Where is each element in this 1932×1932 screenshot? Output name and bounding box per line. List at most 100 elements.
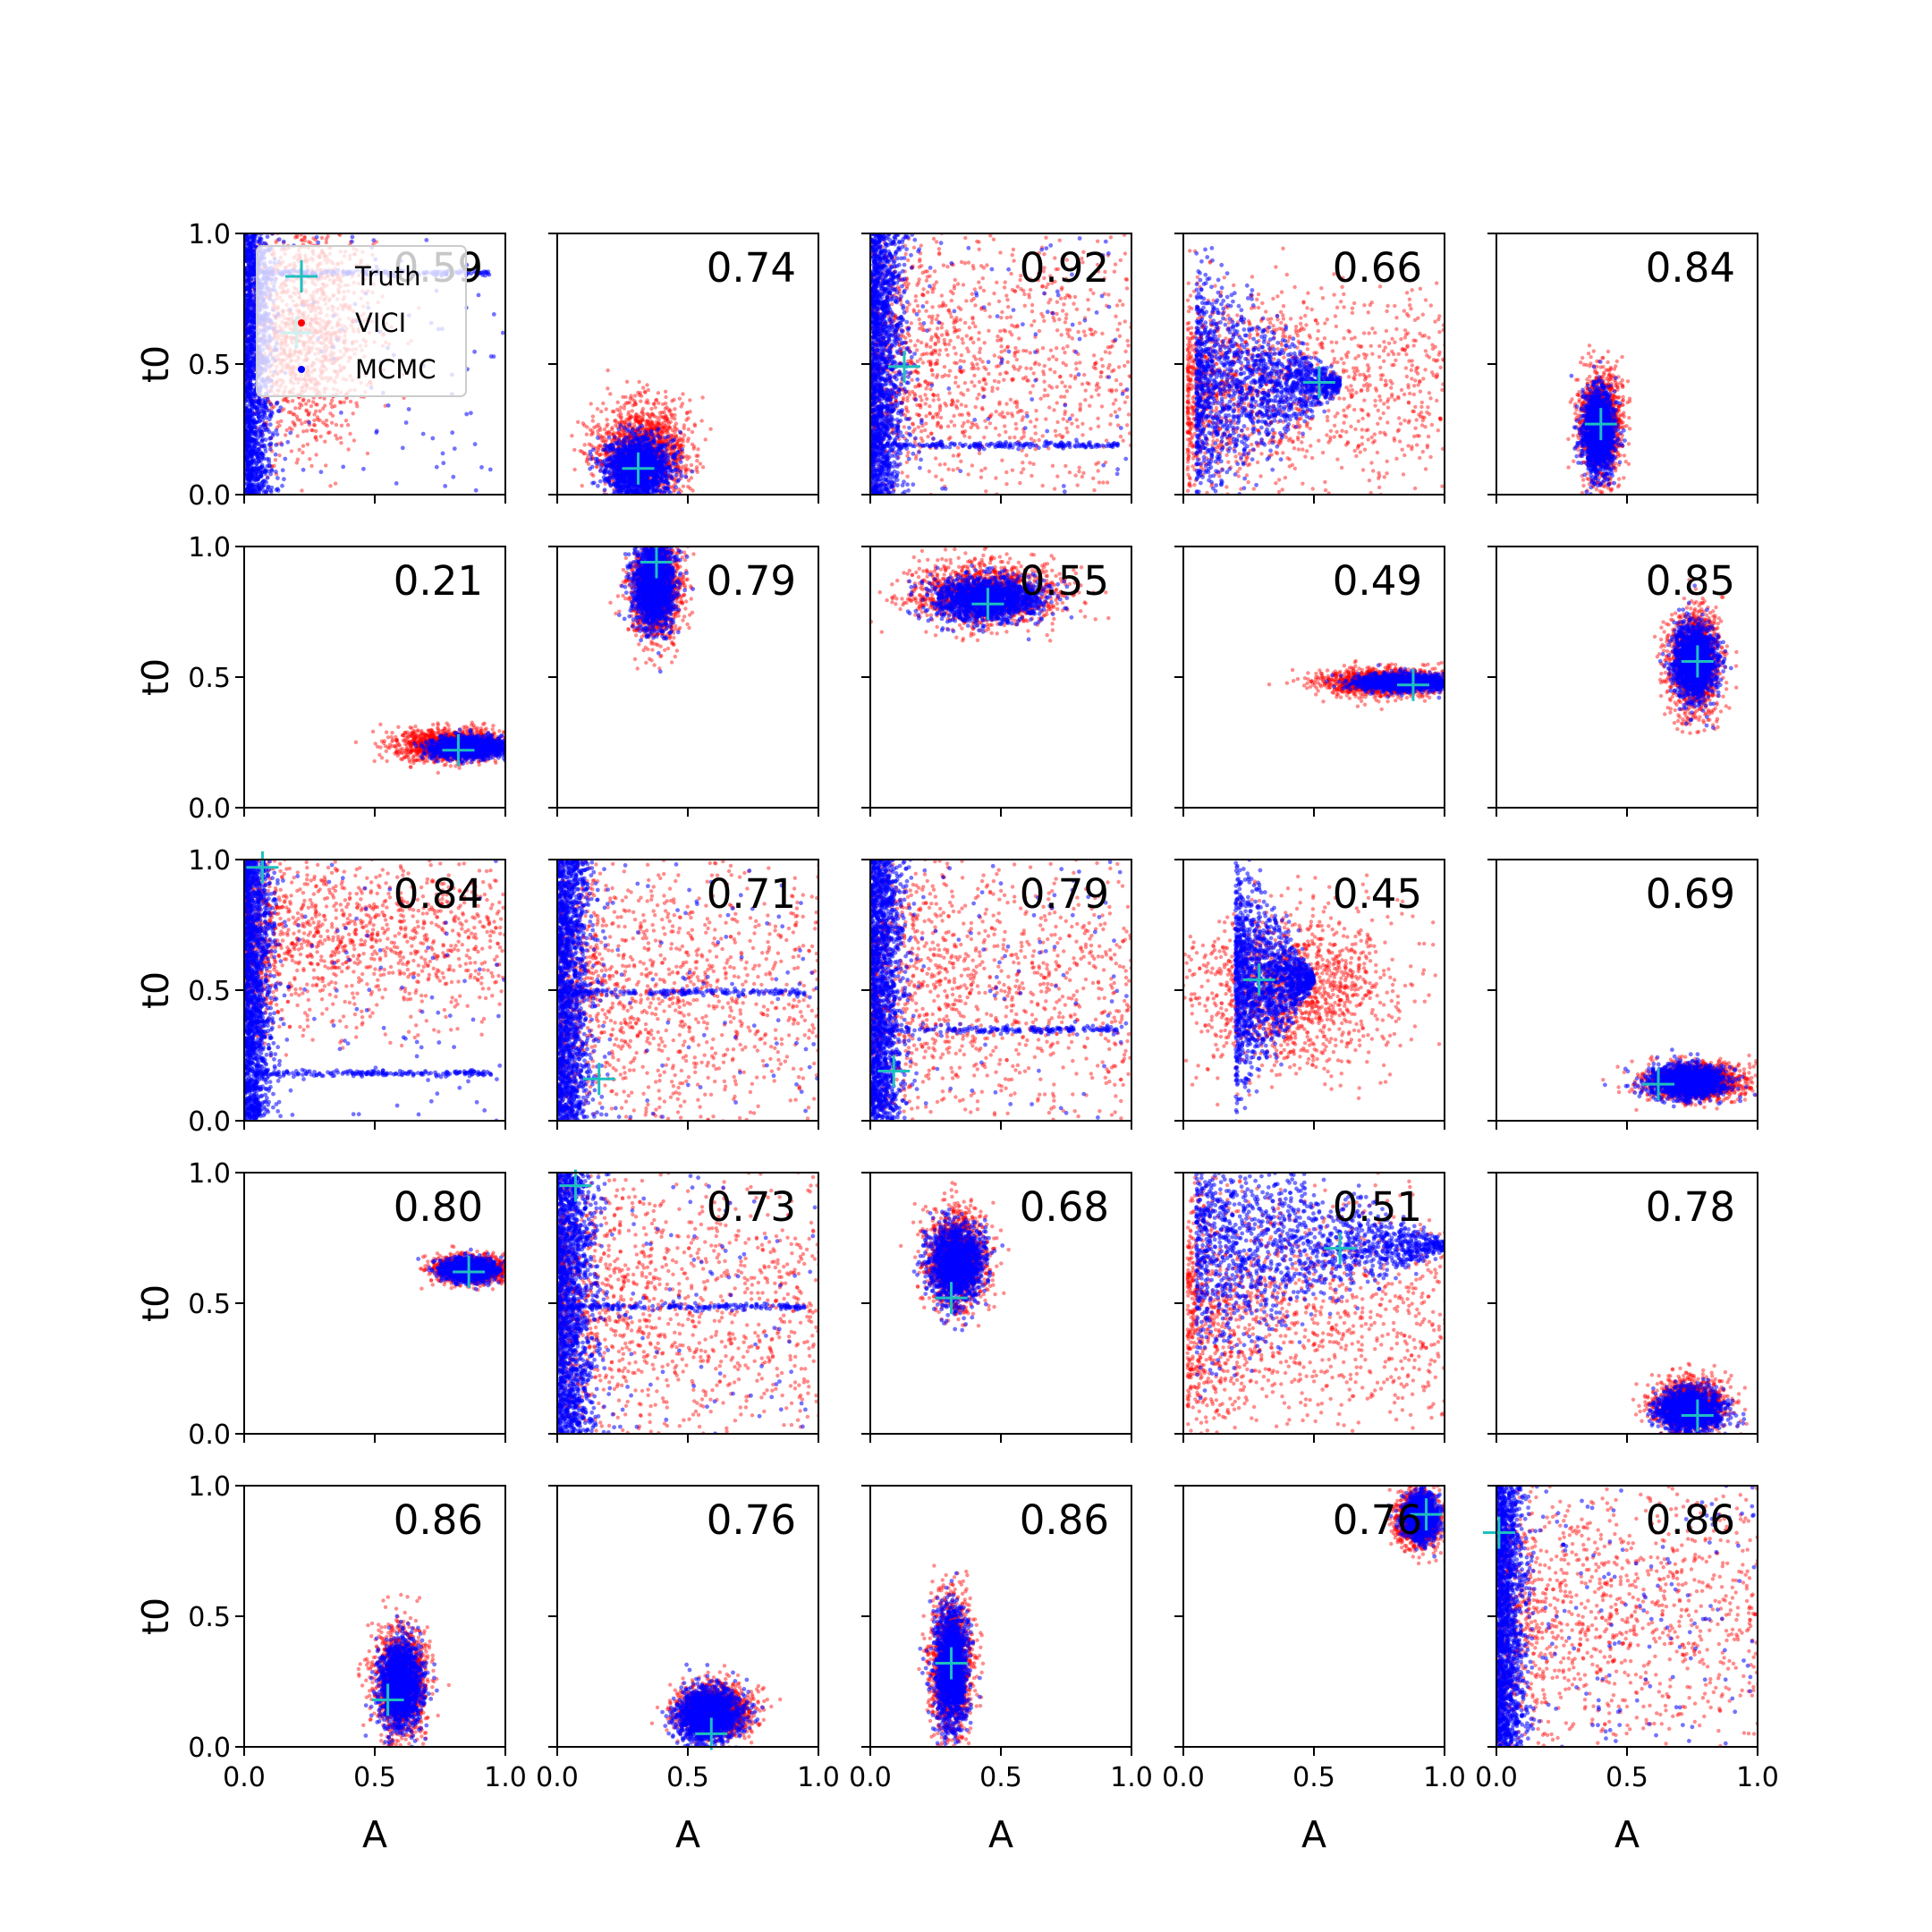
mcmc-point (250, 340, 254, 344)
vici-point (603, 428, 606, 431)
mcmc-point (246, 461, 250, 465)
mcmc-point (488, 468, 493, 472)
mcmc-point (268, 422, 273, 427)
mcmc-point (246, 477, 250, 481)
mcmc-point (350, 240, 354, 244)
mcmc-point (248, 377, 252, 381)
vici-point (314, 402, 318, 406)
vici-point (667, 408, 671, 411)
vici-point (348, 432, 352, 436)
vici-point (647, 401, 650, 404)
vici-point (301, 397, 305, 401)
vici-point (316, 418, 319, 421)
mcmc-point (441, 452, 445, 456)
vici-point (663, 430, 666, 434)
vici-point (601, 402, 605, 405)
vici-point (300, 422, 303, 426)
mcmc-point (680, 474, 684, 479)
vici-point (661, 402, 665, 406)
vici-point (628, 401, 631, 404)
vici-point (606, 369, 609, 372)
vici-point (580, 484, 584, 487)
vici-point (650, 423, 654, 427)
vici-point (670, 413, 674, 417)
vici-point (366, 452, 369, 455)
vici-point (685, 457, 689, 461)
mcmc-point (264, 423, 268, 428)
vici-point (570, 434, 573, 437)
vici-point (667, 425, 671, 428)
vici-point (277, 453, 281, 457)
vici-point (637, 380, 640, 384)
mcmc-point (451, 475, 455, 479)
vici-point (583, 443, 587, 446)
vici-point (645, 383, 648, 386)
vici-point (631, 409, 634, 412)
vici-point (298, 448, 301, 452)
mcmc-point (256, 436, 260, 440)
vici-point (596, 407, 599, 411)
vici-point (346, 447, 350, 451)
vici-point (686, 416, 690, 419)
mcmc-point (252, 320, 257, 325)
mcmc-point (281, 468, 285, 472)
vici-point (331, 414, 335, 418)
mcmc-point (274, 453, 278, 457)
vici-point (321, 420, 325, 424)
mcmc-point (443, 484, 447, 488)
vici-point (339, 401, 343, 404)
mcmc-point (268, 402, 273, 407)
mcmc-point (257, 447, 261, 452)
vici-point (649, 407, 653, 411)
vici-point (300, 488, 303, 492)
mcmc-point (249, 346, 253, 351)
mcmc-point (247, 414, 251, 419)
mcmc-point (246, 235, 250, 240)
vici-point (330, 405, 334, 409)
vici-point (643, 390, 647, 394)
vici-point (652, 402, 656, 405)
mcmc-point (477, 293, 481, 298)
vici-point (616, 401, 620, 404)
mcmc-point (266, 234, 270, 239)
vici-point (634, 419, 638, 423)
mcmc-point (424, 238, 428, 242)
vici-point (291, 420, 294, 424)
mcmc-point (280, 443, 284, 447)
mcmc-point (247, 301, 251, 305)
vici-point (665, 416, 669, 419)
vici-point (304, 409, 308, 412)
vici-point (690, 463, 693, 467)
mcmc-point (250, 471, 255, 476)
mcmc-point (245, 369, 250, 374)
mcmc-point (252, 249, 257, 253)
vici-point (633, 394, 637, 397)
vici-point (279, 419, 283, 423)
vici-point (589, 433, 593, 436)
mcmc-point (263, 412, 267, 417)
mcmc-point (247, 285, 251, 290)
vici-point (658, 414, 662, 418)
mcmc-point (307, 420, 311, 425)
mcmc-point (250, 310, 255, 315)
vici-point (708, 428, 712, 431)
vici-point (682, 433, 686, 436)
vici-point (639, 391, 642, 394)
vici-point (309, 404, 313, 408)
mcmc-point (401, 445, 405, 450)
vici-point (330, 421, 334, 425)
mcmc-point (251, 335, 256, 340)
mcmc-point (264, 428, 268, 433)
vici-point (326, 234, 329, 238)
vici-point (664, 390, 667, 394)
mcmc-point (247, 394, 251, 399)
vici-point (619, 405, 623, 409)
mcmc-point (244, 404, 249, 409)
mcmc-point (248, 265, 252, 269)
mcmc-point (266, 486, 270, 490)
mcmc-point (267, 460, 271, 464)
mcmc-point (474, 488, 479, 493)
vici-point (305, 429, 309, 433)
mcmc-point (252, 459, 257, 463)
vici-point (645, 423, 648, 427)
